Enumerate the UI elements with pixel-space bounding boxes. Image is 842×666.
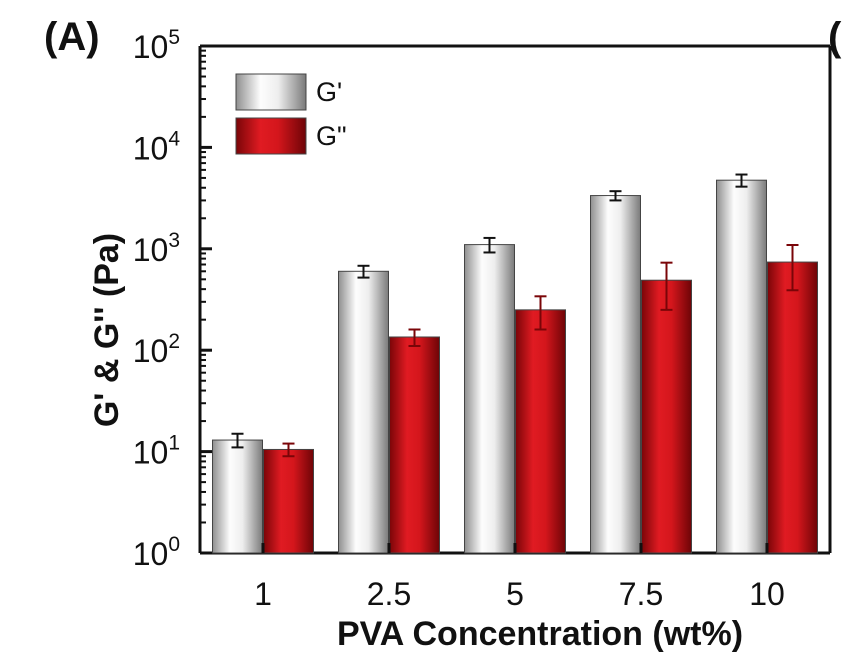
y-axis-ticks: 100 101 102 103 104 105 [133, 26, 212, 572]
y-tick-label: 104 [133, 127, 181, 166]
bar-g-prime [464, 244, 515, 554]
plot-area [198, 44, 832, 555]
bar-g-double-prime [263, 448, 314, 554]
bar-g-prime [590, 195, 641, 554]
x-axis-title: PVA Concentration (wt%) [337, 615, 743, 653]
y-tick-label: 101 [133, 432, 180, 471]
bar-g-prime [716, 179, 767, 554]
bar-g-double-prime [515, 309, 566, 554]
legend-label: G" [316, 121, 347, 151]
legend-swatch [235, 73, 307, 111]
y-tick-label: 103 [133, 229, 180, 268]
x-tick-label: 1 [254, 576, 272, 612]
legend-label: G' [316, 77, 342, 107]
x-axis-ticks: 1 2.5 5 7.5 10 [254, 543, 785, 612]
legend-swatch [235, 117, 307, 155]
bar-g-prime [212, 439, 263, 554]
x-tick-label: 7.5 [619, 576, 663, 612]
bar-g-double-prime [389, 336, 440, 554]
x-tick-label: 2.5 [367, 576, 411, 612]
y-axis-title: G' & G'' (Pa) [88, 233, 126, 427]
bar-g-double-prime [767, 261, 818, 554]
y-tick-label: 100 [133, 533, 180, 572]
x-tick-label: 5 [506, 576, 524, 612]
panel-label: (A) [44, 15, 100, 59]
bar-g-double-prime [641, 279, 692, 554]
x-tick-label: 10 [749, 576, 785, 612]
y-tick-label: 105 [133, 26, 180, 65]
bar-g-prime [338, 270, 389, 554]
y-tick-label: 102 [133, 330, 180, 369]
legend: G' G" [235, 73, 347, 155]
